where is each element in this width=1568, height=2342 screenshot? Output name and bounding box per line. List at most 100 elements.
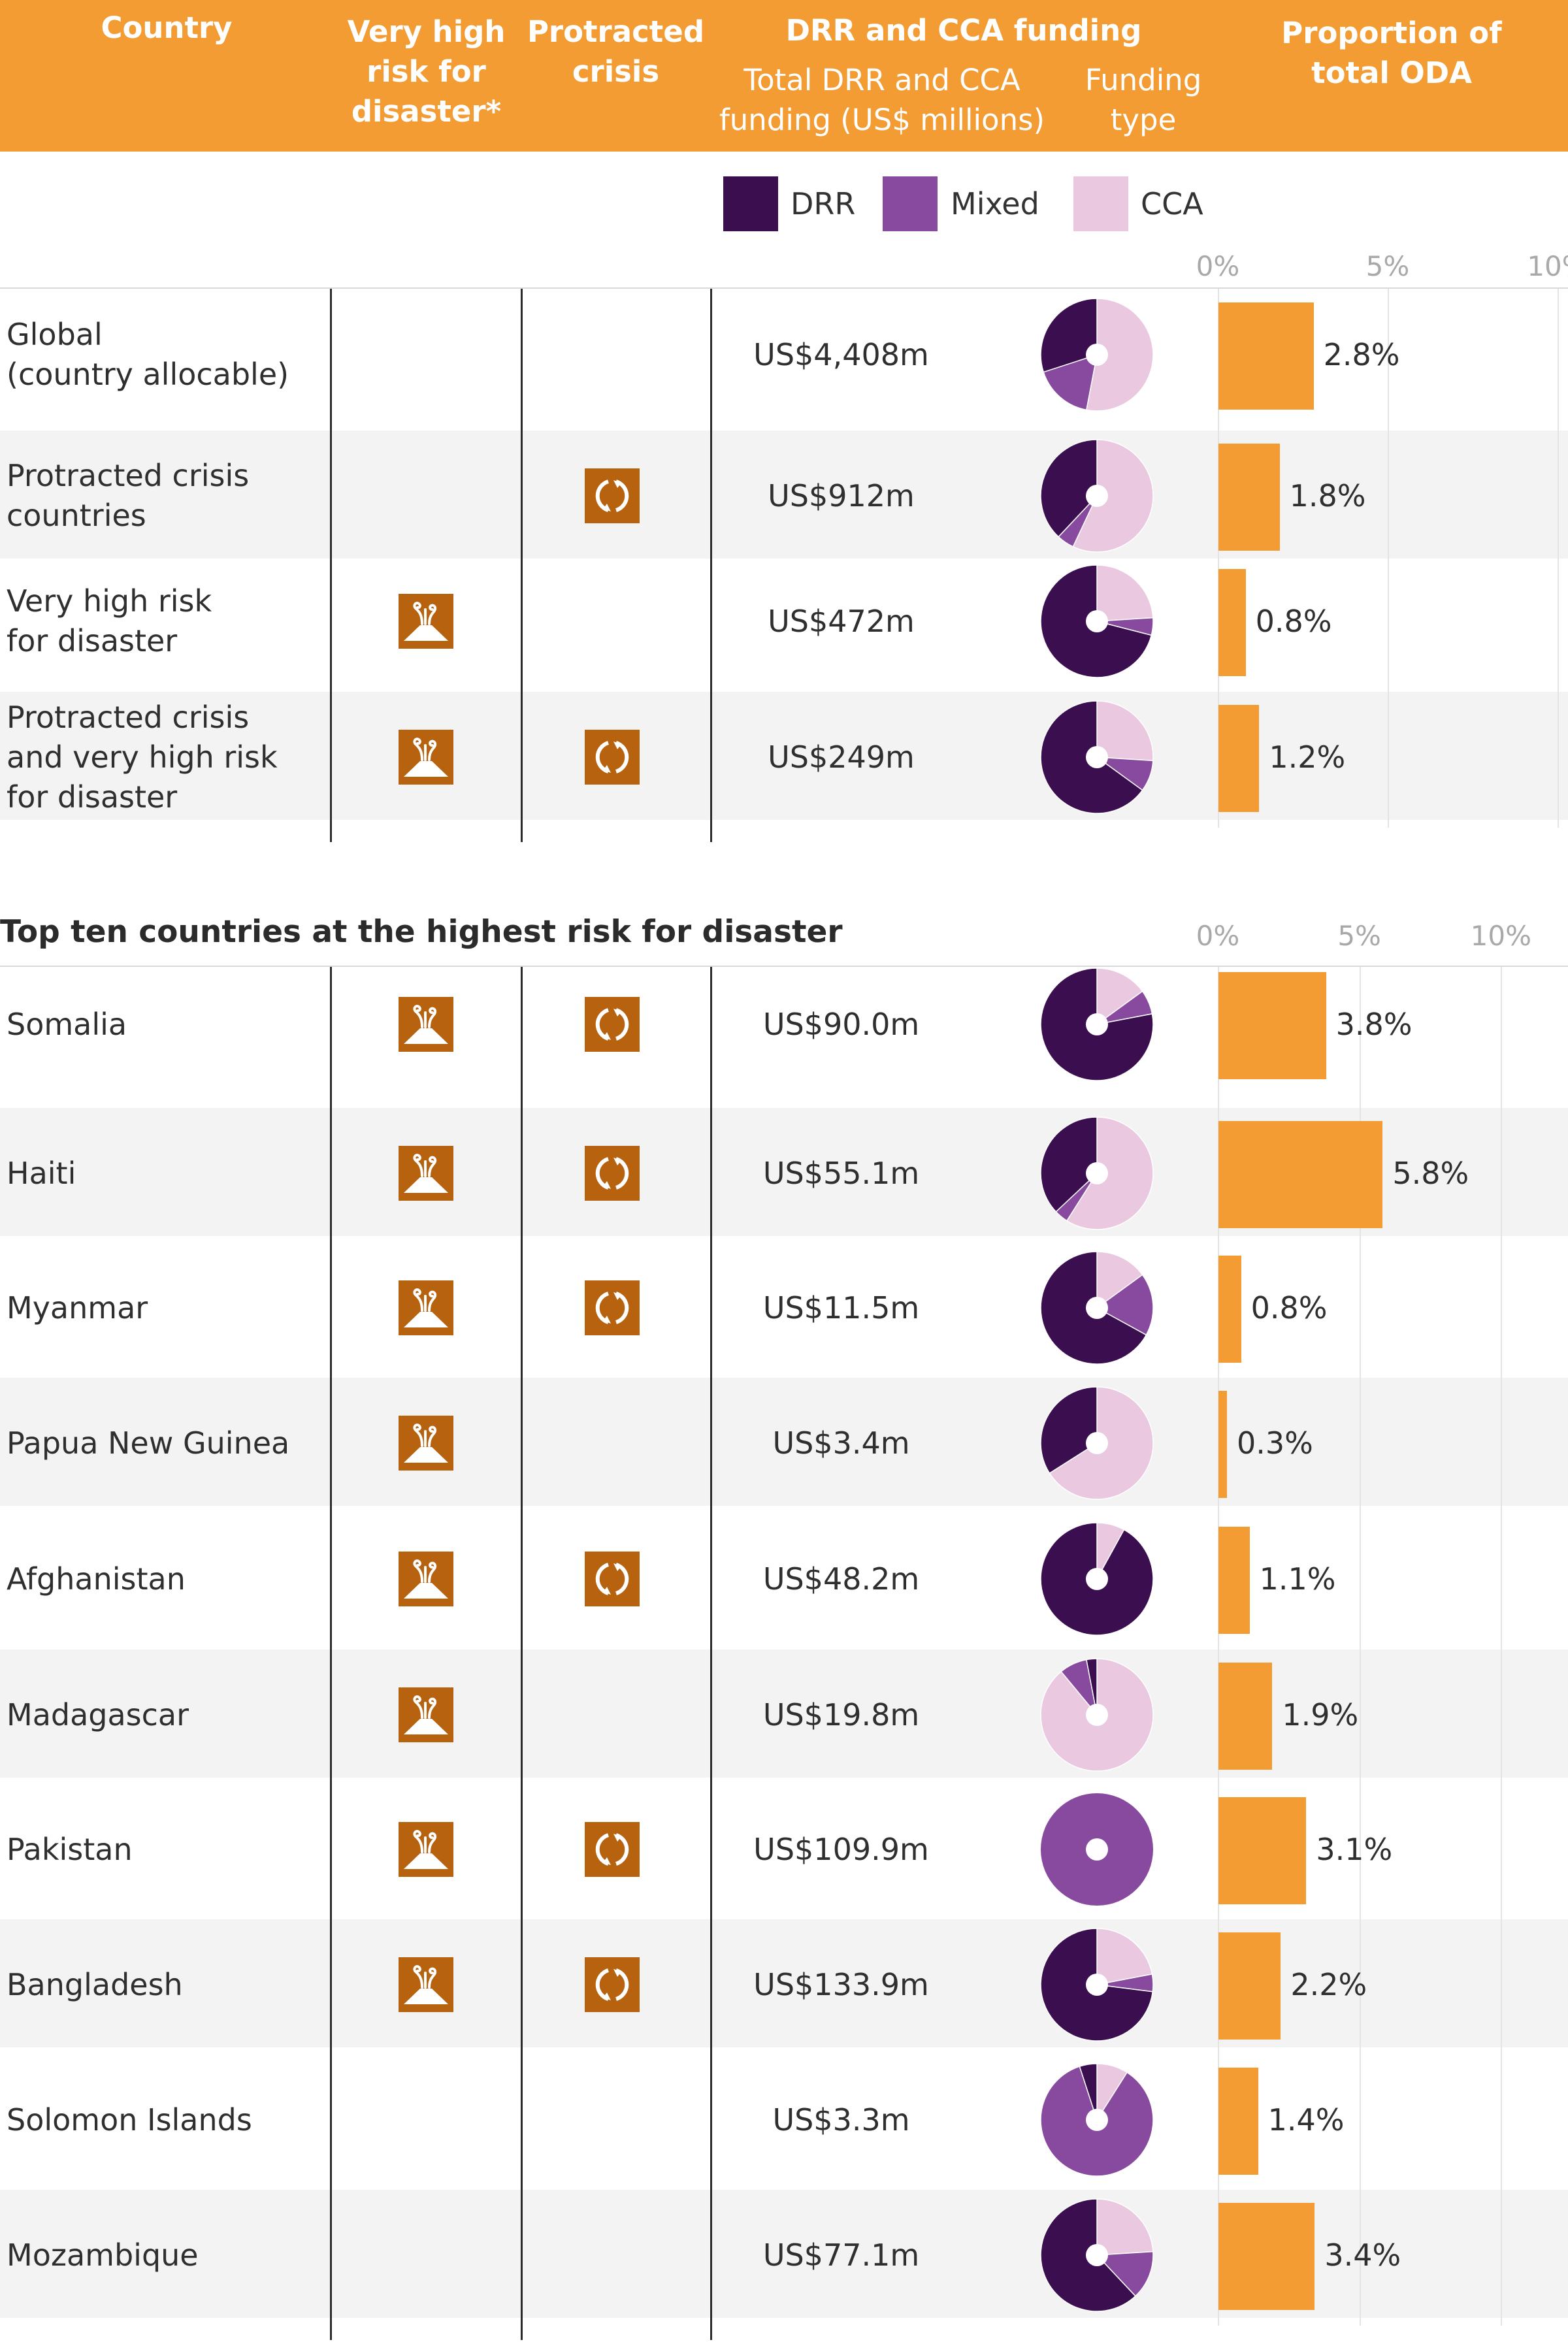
header-proportion: Proportion of total ODA [1281, 16, 1502, 90]
header-country: Country [101, 10, 233, 45]
row-country-name: Myanmar [7, 1288, 148, 1328]
oda-bar [1218, 302, 1314, 410]
oda-data-label: 1.2% [1269, 740, 1346, 775]
axis-tick-label: 10% [1470, 920, 1532, 952]
row-funding-value: US$55.1m [762, 1156, 920, 1191]
funding-type-pie [1040, 968, 1154, 1081]
funding-type-pie [1040, 298, 1154, 412]
row-country-name: Bangladesh [7, 1965, 183, 2005]
pie-center-hole [1086, 1568, 1108, 1590]
oda-data-label: 1.9% [1282, 1697, 1359, 1732]
pie-slice-drr [1079, 2063, 1098, 2121]
pie-center-hole [1086, 2244, 1108, 2266]
oda-data-label: 3.4% [1324, 2237, 1401, 2273]
table-header: Country Very high risk for disaster* Pro… [0, 0, 1568, 152]
pie-slice-cca [1096, 968, 1143, 1026]
row-country-name-line: Somalia [7, 1006, 127, 1042]
legend-swatch-drr [723, 176, 778, 231]
oda-bar [1218, 1391, 1227, 1498]
pie-center-hole [1086, 2109, 1108, 2131]
cycle-arrows-icon [585, 1822, 640, 1877]
axis-gridline [1359, 966, 1361, 2326]
axis-gridline [1388, 287, 1389, 828]
oda-data-label: 1.8% [1289, 478, 1366, 513]
column-divider [710, 289, 712, 842]
oda-bar [1218, 1932, 1281, 2040]
axis-gridline [1558, 287, 1559, 828]
pie-slice-cca [1096, 700, 1154, 762]
pie-center-hole [1086, 485, 1108, 507]
row-funding-value: US$3.3m [772, 2102, 910, 2138]
legend-swatch-cca [1073, 176, 1128, 231]
section-separator [0, 287, 1568, 289]
oda-data-label: 0.8% [1250, 1290, 1328, 1326]
column-divider [330, 967, 332, 2340]
column-divider [710, 967, 712, 2340]
oda-bar [1218, 1121, 1383, 1228]
oda-data-label: 3.1% [1316, 1832, 1393, 1867]
pie-slice-mixed [1096, 1274, 1154, 1336]
row-funding-value: US$3.4m [772, 1425, 910, 1461]
row-country-name: Protracted crisis and very high risk for d… [7, 698, 278, 817]
pie-slice-cca [1096, 1928, 1153, 1985]
row-funding-value: US$109.9m [753, 1832, 929, 1867]
funding-type-pie [1040, 2063, 1154, 2177]
funding-type-pie [1041, 1793, 1153, 1906]
pie-center-hole [1086, 1297, 1108, 1319]
volcano-icon [399, 1416, 453, 1471]
pie-center-hole [1086, 1704, 1108, 1726]
row-country-name: Very high risk for disaster [7, 581, 212, 661]
row-funding-value: US$912m [768, 478, 915, 513]
row-country-name: Madagascar [7, 1695, 189, 1735]
pie-slice-drr [1040, 298, 1098, 373]
cycle-arrows-icon [585, 1280, 640, 1335]
pie-slice-drr [1040, 968, 1154, 1081]
axis-gridline [1218, 287, 1219, 828]
oda-bar [1218, 1663, 1273, 1770]
row-country-name: Afghanistan [7, 1559, 186, 1599]
funding-type-pie [1040, 439, 1154, 553]
table-row [0, 431, 1568, 559]
row-funding-value: US$48.2m [762, 1561, 920, 1597]
row-funding-value: US$77.1m [762, 2237, 920, 2273]
row-country-name-line: Afghanistan [7, 1561, 186, 1597]
cycle-arrows-icon [585, 1552, 640, 1606]
oda-data-label: 2.2% [1290, 1967, 1367, 2002]
oda-data-label: 1.1% [1259, 1561, 1336, 1597]
axis-tick-label: 5% [1365, 250, 1410, 282]
row-funding-value: US$19.8m [762, 1697, 920, 1732]
pie-center-hole [1086, 1162, 1108, 1184]
funding-type-pie [1040, 1658, 1154, 1772]
pie-center-hole [1086, 344, 1108, 366]
table-row [0, 1378, 1568, 1506]
axis-tick-label: 0% [1196, 250, 1240, 282]
volcano-icon [399, 997, 453, 1052]
pie-center-hole [1086, 1838, 1108, 1861]
pie-center-hole [1086, 1974, 1108, 1996]
legend-swatch-mixed [883, 176, 938, 231]
row-country-name-line: Pakistan [7, 1831, 133, 1867]
row-funding-value: US$11.5m [762, 1290, 920, 1326]
row-country-name-line: Papua New Guinea [7, 1425, 290, 1461]
row-country-name-line: for disaster [7, 623, 178, 659]
axis-tick-label: 10% [1527, 250, 1568, 282]
section-separator [0, 966, 1568, 967]
header-funding-group: DRR and CCA funding [785, 13, 1142, 48]
cycle-arrows-icon [585, 468, 640, 523]
pie-slice-cca [1096, 2198, 1154, 2256]
pie-center-hole [1086, 610, 1108, 632]
cycle-arrows-icon [585, 730, 640, 785]
oda-bar [1218, 705, 1260, 812]
funding-type-pie [1040, 564, 1154, 678]
row-funding-value: US$4,408m [753, 337, 929, 372]
oda-bar [1218, 972, 1326, 1079]
row-country-name-line: Protracted crisis [7, 699, 250, 735]
pie-center-hole [1086, 1432, 1108, 1454]
oda-data-label: 0.8% [1255, 604, 1332, 639]
pie-slice-mixed [1096, 2251, 1154, 2297]
row-country-name: Solomon Islands [7, 2100, 252, 2140]
pie-center-hole [1086, 746, 1108, 768]
column-divider [521, 289, 523, 842]
row-country-name: Mozambique [7, 2236, 199, 2275]
cycle-arrows-icon [585, 1146, 640, 1201]
